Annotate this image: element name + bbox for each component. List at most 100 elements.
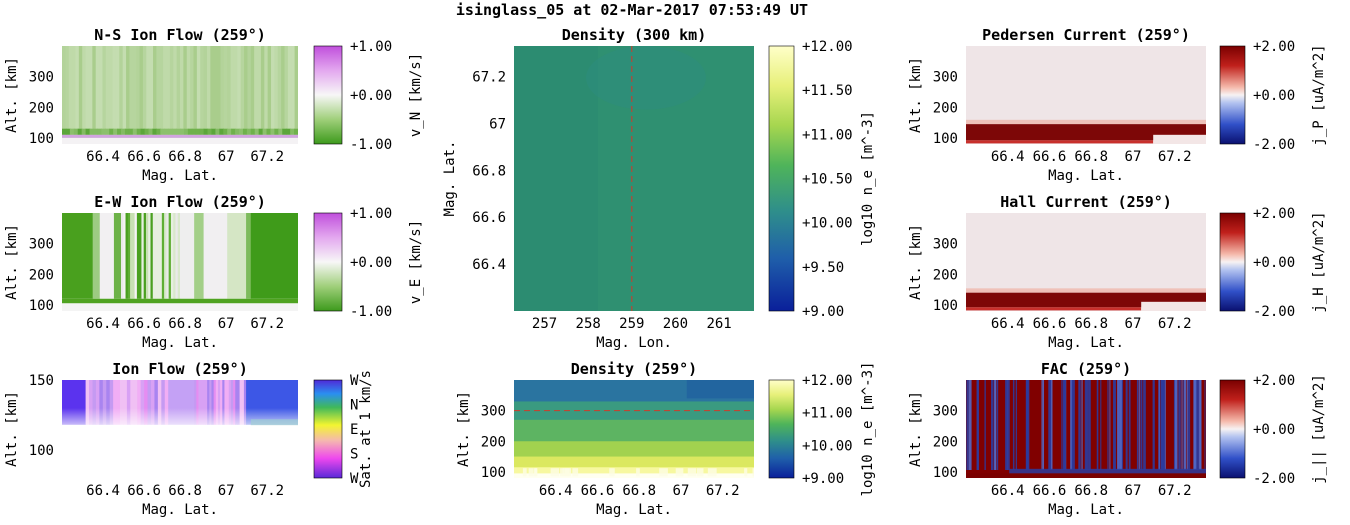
heatmap-cell	[62, 298, 298, 304]
panel-title: Density (259°)	[571, 360, 697, 378]
heatmap-cell	[1015, 380, 1017, 470]
heatmap-cell	[686, 380, 754, 399]
heatmap-cell	[196, 46, 201, 129]
colorbar-tick-label: +12.00	[802, 373, 853, 389]
heatmap-cell	[88, 46, 93, 129]
colorbar-tick-label: +0.00	[350, 88, 392, 104]
x-tick-label: 260	[663, 316, 688, 332]
heatmap-cell	[514, 467, 754, 474]
heatmap-cell	[968, 380, 972, 470]
heatmap-cell	[156, 128, 161, 135]
x-tick-label: 261	[706, 316, 731, 332]
heatmap-cell	[143, 213, 147, 299]
heatmap-cell	[140, 128, 146, 135]
heatmap-cell	[176, 128, 181, 135]
heatmap-cell	[109, 128, 114, 135]
heatmap-band	[85, 380, 169, 425]
heatmap-cell	[170, 213, 174, 299]
heatmap-cell	[243, 380, 247, 425]
colorbar-tick-label: +0.00	[1253, 422, 1295, 438]
heatmap-cell	[227, 46, 232, 129]
heatmap-cell	[240, 46, 245, 129]
heatmap-cell	[250, 46, 255, 129]
heatmap-cell	[237, 46, 242, 129]
heatmap-cell	[675, 468, 684, 477]
heatmap-cell	[1012, 380, 1014, 470]
heatmap-cell	[141, 213, 145, 299]
heatmap-cell	[180, 46, 184, 129]
heatmap-cell	[207, 380, 210, 425]
colorbar-tick-label: -2.00	[1253, 304, 1295, 320]
heatmap-cell	[97, 128, 102, 135]
x-tick-label: 66.6	[127, 483, 161, 499]
heatmap-cell	[966, 473, 1206, 478]
heatmap-cell	[1107, 380, 1109, 470]
y-tick-label: 200	[933, 434, 958, 450]
heatmap-cell	[1140, 380, 1143, 470]
heatmap-cell	[636, 468, 640, 477]
heatmap-cell	[228, 380, 232, 425]
panel-hall-current: Hall Current (259°) 66.4 66.6 66.8 67 67.2 Mag…	[908, 193, 1327, 351]
heatmap-cell	[226, 380, 230, 425]
heatmap	[966, 380, 1206, 478]
y-tick-label: 300	[933, 404, 958, 420]
heatmap-cell	[264, 46, 269, 129]
y-tick-label: 100	[481, 465, 506, 481]
y-tick-label: 100	[933, 131, 958, 147]
colorbar-tick-label: +10.00	[802, 216, 853, 232]
heatmap-cell	[85, 128, 91, 135]
heatmap-cell	[144, 380, 149, 425]
heatmap-cell	[139, 46, 144, 129]
heatmap-cell	[126, 46, 131, 129]
heatmap-cell	[514, 456, 754, 468]
heatmap-cell	[1005, 380, 1008, 470]
heatmap-cell	[990, 380, 994, 470]
heatmap-cell	[1158, 380, 1160, 470]
heatmap-cell	[1013, 380, 1015, 470]
heatmap-cell	[235, 128, 240, 135]
y-tick-label: 100	[29, 298, 54, 314]
heatmap-cell	[148, 128, 154, 135]
heatmap-cell	[142, 46, 147, 129]
heatmap-cell	[250, 128, 256, 135]
heatmap-cell	[966, 380, 969, 470]
colorbar-tick-label: +10.00	[802, 438, 853, 454]
y-tick-label: 67.2	[472, 69, 506, 85]
heatmap-cell	[1070, 380, 1072, 470]
colorbar-tick-label: +9.00	[802, 304, 844, 320]
heatmap-cell	[125, 213, 129, 299]
y-tick-label: 150	[29, 373, 54, 389]
heatmap-cell	[1164, 380, 1166, 470]
heatmap-cell	[102, 380, 107, 425]
heatmap-cell	[217, 380, 221, 425]
colorbar-tick-label: -2.00	[1253, 471, 1295, 487]
heatmap-cell	[102, 46, 107, 129]
heatmap-cell	[266, 128, 272, 135]
heatmap-cell	[1086, 380, 1089, 470]
x-tick-label: 66.6	[581, 483, 615, 499]
x-tick-label: 66.4	[991, 316, 1025, 332]
heatmap-cell	[247, 46, 252, 129]
heatmap-cell	[99, 380, 104, 425]
colorbar-tick-label: +11.50	[802, 83, 853, 99]
colorbar-tick-label: +9.50	[802, 260, 844, 276]
heatmap-cell	[1119, 380, 1121, 470]
heatmap-cell	[1072, 380, 1075, 470]
heatmap-cell	[1051, 380, 1053, 470]
heatmap-cell	[250, 213, 298, 299]
y-tick-label: 200	[933, 100, 958, 116]
heatmap-cell	[534, 468, 538, 477]
heatmap	[62, 213, 298, 311]
heatmap-cell	[136, 213, 140, 299]
heatmap-cell	[1183, 380, 1185, 470]
colorbar	[1219, 45, 1246, 145]
x-tick-label: 67	[218, 483, 235, 499]
y-tick-label: 100	[29, 443, 54, 459]
heatmap-cell	[230, 46, 235, 129]
heatmap-cell	[522, 468, 527, 477]
heatmap-cell	[173, 46, 178, 129]
heatmap-cell	[113, 128, 118, 135]
heatmap-cell	[134, 213, 138, 299]
heatmap-cell	[62, 137, 298, 144]
heatmap-cell	[1062, 380, 1066, 470]
